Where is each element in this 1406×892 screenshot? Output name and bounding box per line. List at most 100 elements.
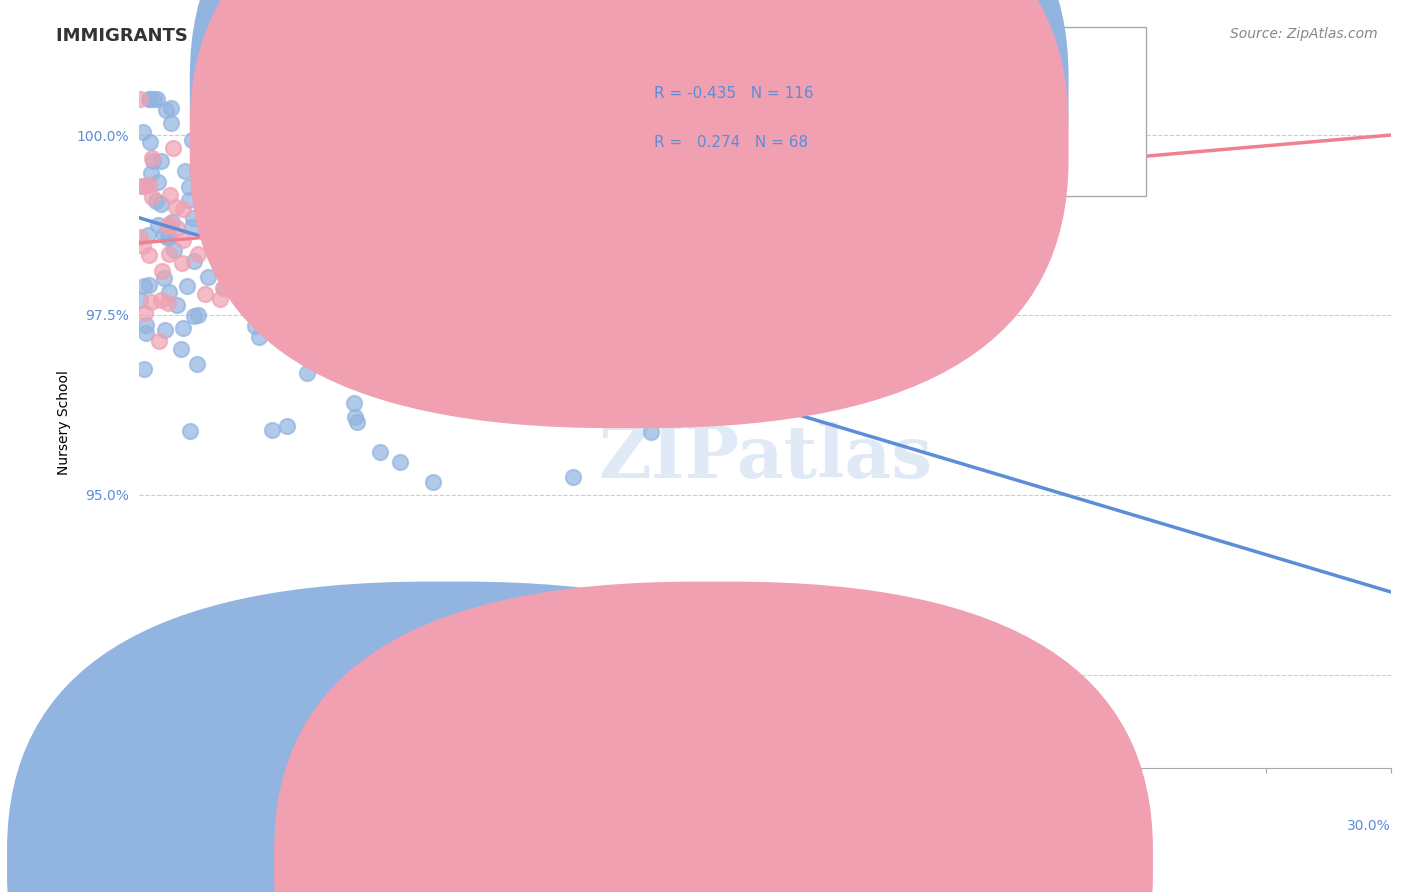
Point — [153, 323, 176, 337]
Point — [262, 423, 284, 437]
Text: IMMIGRANTS FROM GUYANA VS IMMIGRANTS FROM ARGENTINA NURSERY SCHOOL CORRELATION C: IMMIGRANTS FROM GUYANA VS IMMIGRANTS FRO… — [56, 27, 1115, 45]
Point — [129, 230, 152, 244]
Point — [346, 416, 368, 430]
Point — [132, 279, 155, 293]
Point — [225, 161, 247, 175]
Point — [159, 188, 181, 202]
Point — [138, 277, 160, 292]
Point — [139, 136, 162, 150]
Point — [139, 92, 162, 106]
Point — [228, 280, 250, 294]
Text: Immigrants from Guyana: Immigrants from Guyana — [461, 855, 636, 870]
Point — [353, 223, 375, 237]
Point — [143, 92, 166, 106]
Point — [374, 192, 396, 206]
Point — [276, 145, 298, 160]
Point — [200, 148, 222, 162]
Point — [422, 475, 444, 489]
Point — [172, 202, 194, 216]
Point — [249, 330, 271, 344]
Point — [141, 151, 163, 165]
Point — [162, 140, 184, 154]
Point — [211, 92, 233, 106]
Point — [134, 306, 156, 320]
Point — [259, 239, 281, 253]
Point — [233, 188, 256, 202]
Point — [274, 115, 297, 129]
Point — [232, 172, 254, 186]
Point — [307, 120, 329, 135]
Text: Immigrants from Argentina: Immigrants from Argentina — [721, 855, 910, 870]
Point — [640, 425, 662, 439]
Point — [170, 342, 193, 356]
Point — [458, 200, 481, 214]
Point — [194, 179, 217, 194]
Point — [311, 92, 333, 106]
Point — [197, 269, 219, 284]
Point — [415, 355, 437, 369]
Point — [257, 166, 280, 180]
Point — [146, 175, 169, 189]
Point — [232, 123, 254, 137]
Point — [207, 125, 229, 139]
Point — [243, 319, 266, 334]
Point — [427, 184, 450, 198]
Point — [139, 166, 162, 180]
Point — [221, 139, 243, 153]
Point — [148, 334, 170, 348]
Point — [297, 366, 319, 380]
Point — [174, 164, 197, 178]
Point — [333, 221, 356, 235]
Point — [131, 179, 153, 194]
Point — [319, 227, 342, 242]
Point — [181, 133, 204, 147]
Point — [281, 181, 304, 195]
Point — [212, 281, 235, 295]
Point — [187, 308, 209, 322]
Point — [172, 321, 194, 335]
Point — [160, 101, 183, 115]
Point — [262, 202, 284, 216]
Point — [349, 332, 371, 346]
Point — [264, 103, 287, 118]
Point — [176, 278, 198, 293]
Point — [761, 393, 783, 408]
Point — [134, 361, 156, 376]
Text: 0.0%: 0.0% — [139, 819, 174, 833]
Point — [145, 194, 167, 209]
Point — [128, 293, 150, 307]
Point — [385, 260, 408, 274]
Point — [146, 92, 169, 106]
Point — [256, 200, 278, 214]
Point — [183, 310, 205, 324]
Point — [287, 191, 309, 205]
Point — [562, 470, 585, 484]
Point — [157, 229, 180, 244]
Point — [235, 92, 257, 106]
Point — [598, 112, 620, 126]
Point — [150, 196, 173, 211]
Point — [221, 169, 243, 183]
Point — [276, 418, 298, 433]
Point — [166, 298, 188, 312]
Point — [179, 424, 201, 438]
Y-axis label: Nursery School: Nursery School — [58, 370, 72, 475]
Point — [138, 178, 160, 193]
Point — [516, 302, 538, 317]
Point — [187, 131, 209, 145]
Point — [132, 239, 155, 253]
Point — [191, 185, 214, 199]
Point — [262, 122, 284, 136]
Point — [620, 225, 643, 239]
Point — [321, 250, 343, 264]
Point — [136, 228, 159, 243]
Point — [129, 92, 152, 106]
Point — [568, 307, 591, 321]
Point — [194, 286, 217, 301]
Point — [166, 221, 188, 235]
Point — [343, 395, 366, 409]
Point — [585, 178, 607, 192]
Point — [256, 184, 278, 198]
Point — [149, 293, 172, 308]
Point — [135, 326, 157, 340]
